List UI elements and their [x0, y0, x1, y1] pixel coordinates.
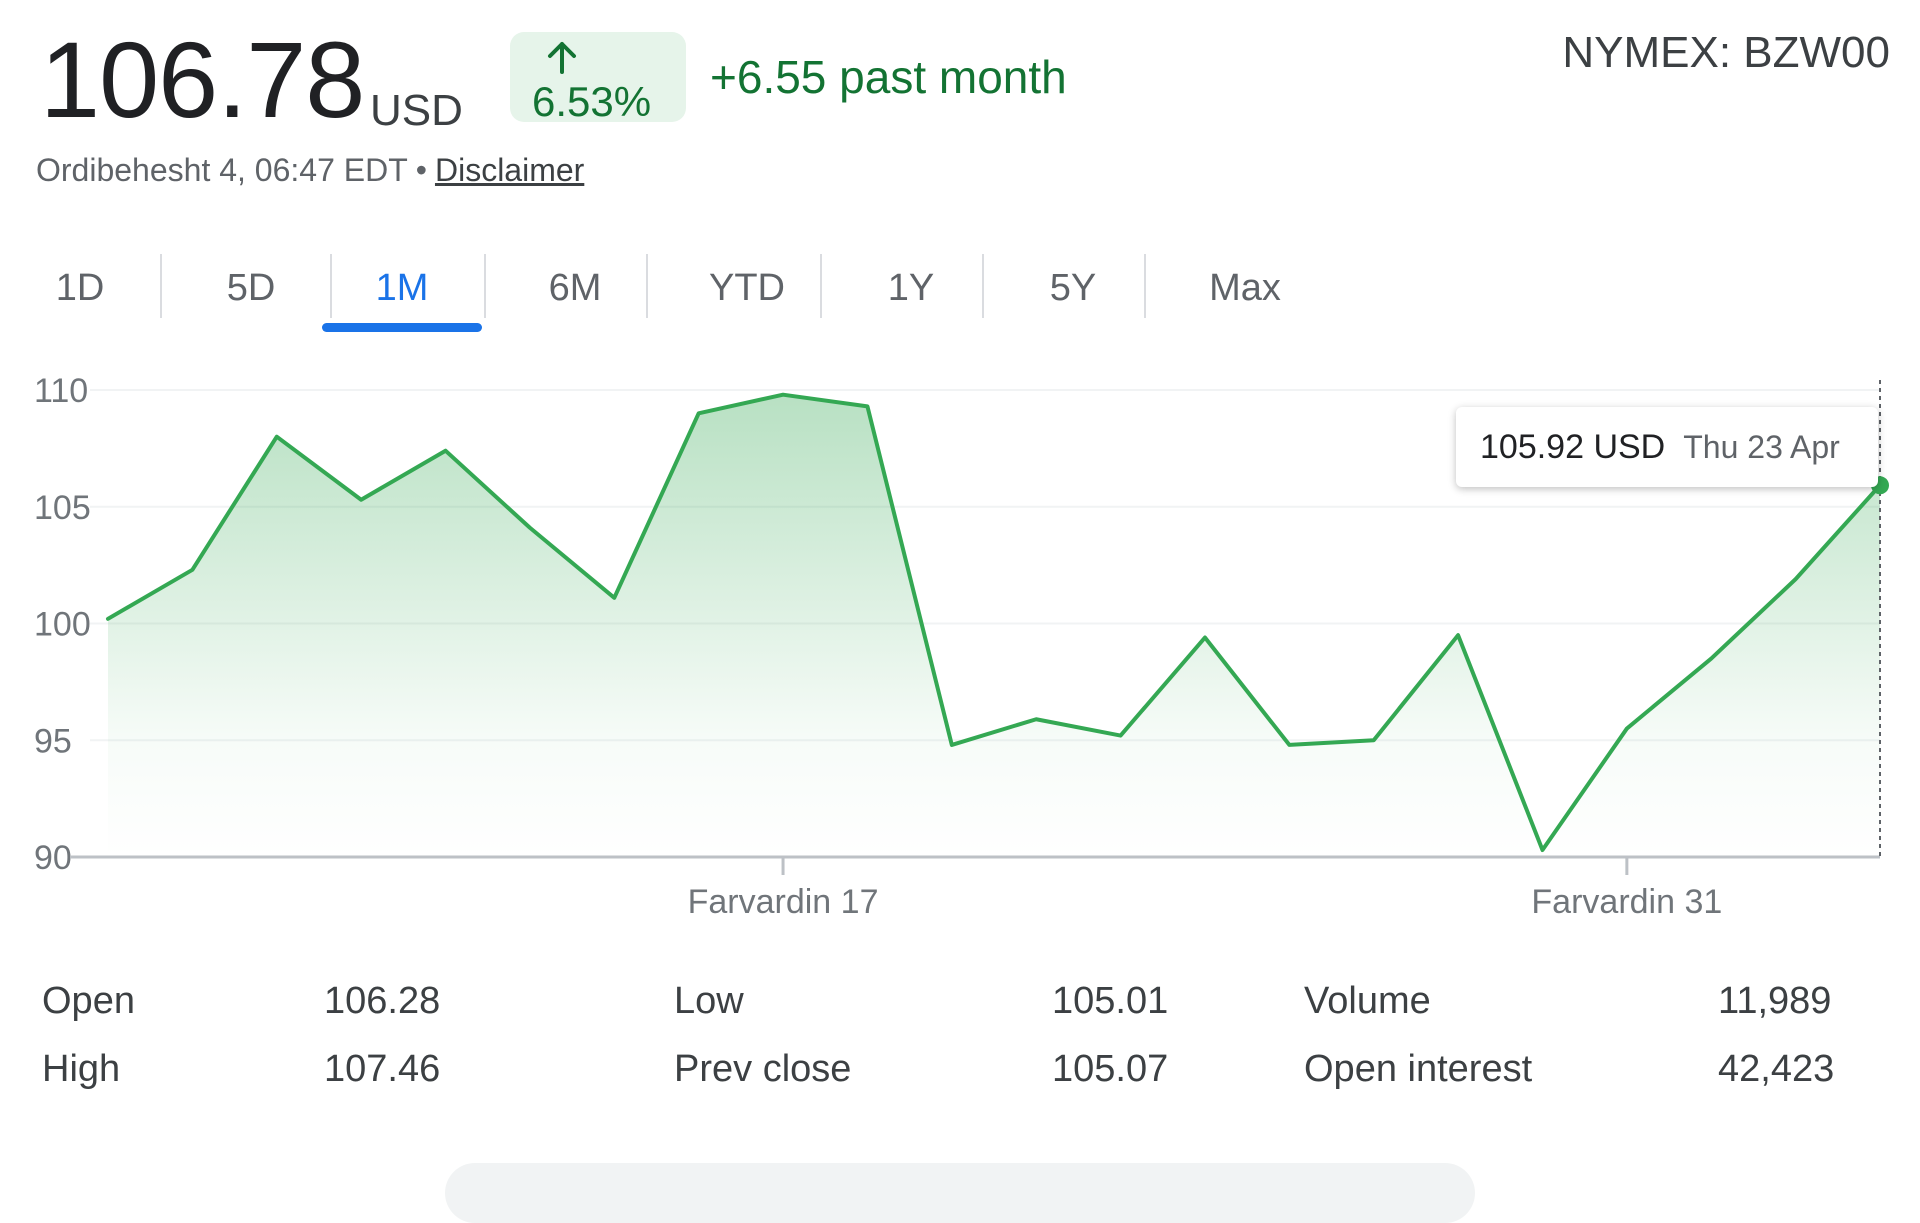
tab-6m[interactable]: 6M	[548, 266, 602, 309]
chart-tooltip: 105.92 USD Thu 23 Apr	[1456, 407, 1878, 487]
data-point	[443, 448, 449, 454]
stat-value-open-interest: 42,423	[1718, 1048, 1835, 1090]
stat-label-low: Low	[674, 980, 744, 1022]
data-point	[1539, 847, 1545, 853]
stat-value-prev-close: 105.07	[1052, 1048, 1169, 1090]
price-chart-svg: 110 105 100 95 90 Farvardin 17 Farvardin 31	[34, 372, 1889, 921]
stat-value-low: 105.01	[1052, 980, 1169, 1022]
tab-1d[interactable]: 1D	[55, 266, 105, 309]
tooltip-date: Thu 23 Apr	[1683, 428, 1840, 465]
data-point	[189, 567, 195, 573]
data-point	[864, 403, 870, 409]
tab-divider	[160, 254, 162, 318]
change-percent-badge: 6.53%	[510, 32, 686, 125]
current-price: 106.78	[40, 19, 365, 140]
change-percent-value: 6.53%	[532, 78, 652, 125]
quote-header: 106.78 USD 6.53% +6.55 past month NYMEX:…	[40, 18, 1900, 136]
y-tick-label: 105	[34, 489, 91, 527]
data-point	[780, 392, 786, 398]
quote-meta: Ordibehesht 4, 06:47 EDT • Disclaimer	[36, 152, 584, 189]
stat-label-open-interest: Open interest	[1304, 1048, 1533, 1090]
price-chart[interactable]: 110 105 100 95 90 Farvardin 17 Farvardin 31	[0, 370, 1920, 930]
quote-timestamp: Ordibehesht 4, 06:47 EDT	[36, 152, 408, 188]
stat-label-high: High	[42, 1048, 121, 1090]
tab-divider	[1144, 254, 1146, 318]
x-tick-label: Farvardin 31	[1531, 883, 1722, 921]
data-point	[1118, 733, 1124, 739]
tab-1y[interactable]: 1Y	[887, 266, 935, 309]
tab-5y[interactable]: 5Y	[1049, 266, 1097, 309]
data-point	[358, 497, 364, 503]
tab-divider	[982, 254, 984, 318]
tab-divider	[820, 254, 822, 318]
y-tick-label: 95	[34, 722, 72, 760]
data-point	[611, 595, 617, 601]
period-change: +6.55 past month	[710, 51, 1067, 103]
stat-value-high: 107.46	[324, 1048, 441, 1090]
y-tick-label: 100	[34, 606, 91, 644]
series-line	[106, 392, 1882, 852]
x-tick-label: Farvardin 17	[688, 883, 879, 921]
tab-1m[interactable]: 1M	[322, 250, 482, 332]
data-point	[1202, 635, 1208, 641]
stat-label-prev-close: Prev close	[674, 1048, 852, 1090]
tab-ytd[interactable]: YTD	[709, 266, 785, 309]
data-point	[1708, 656, 1714, 662]
stat-value-volume: 11,989	[1718, 980, 1832, 1022]
data-point	[1033, 716, 1039, 722]
more-about-button[interactable]	[445, 1163, 1475, 1223]
tooltip-price: 105.92 USD	[1480, 427, 1666, 466]
y-tick-label: 90	[34, 839, 72, 877]
data-point	[949, 742, 955, 748]
data-point	[1455, 632, 1461, 638]
currency-label: USD	[370, 86, 463, 135]
data-point	[1286, 742, 1292, 748]
data-point	[105, 616, 111, 622]
data-point	[1371, 737, 1377, 743]
data-point	[1624, 726, 1630, 732]
stat-label-volume: Volume	[1304, 980, 1431, 1022]
arrow-up-icon	[548, 42, 576, 74]
tab-divider	[484, 254, 486, 318]
stat-value-open: 106.28	[324, 980, 441, 1022]
tab-divider	[330, 254, 332, 318]
tab-divider	[646, 254, 648, 318]
data-point	[527, 525, 533, 531]
stats-row: Open 106.28 Low 105.01 Volume 11,989	[42, 980, 1862, 1040]
tab-max[interactable]: Max	[1209, 266, 1281, 309]
disclaimer-link[interactable]: Disclaimer	[434, 152, 585, 188]
stats-row: High 107.46 Prev close 105.07 Open inter…	[42, 1048, 1862, 1108]
tab-5d[interactable]: 5D	[226, 266, 276, 309]
data-point	[1793, 576, 1799, 582]
data-point	[274, 434, 280, 440]
ticker-symbol: NYMEX: BZW00	[1562, 28, 1890, 77]
series-area	[108, 394, 1880, 857]
data-point	[696, 410, 702, 416]
y-tick-label: 110	[34, 372, 88, 410]
meta-separator: •	[415, 152, 427, 188]
stat-label-open: Open	[42, 980, 135, 1022]
